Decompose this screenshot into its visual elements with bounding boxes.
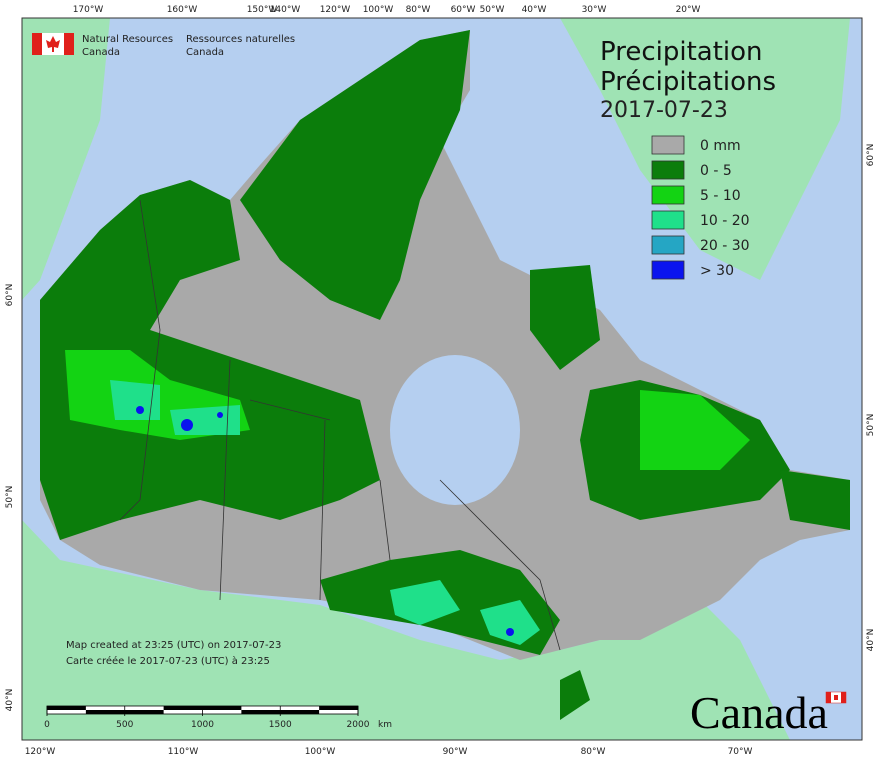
prairie-rain-3 [136,406,144,414]
lon-label: 80°W [406,5,431,15]
scale-segment [163,706,203,710]
title-date: 2017-07-23 [600,98,728,123]
graticule-labels: 170°W 160°W 150°W 140°W 120°W 100°W 80°W… [5,5,876,757]
flag-bar [32,33,42,55]
scale-segment [85,710,125,714]
lon-label: 50°W [480,5,505,15]
scale-segment [319,706,358,710]
lat-label: 60°N [5,284,15,307]
legend-swatch [651,210,685,230]
lon-label: 120°W [25,747,56,757]
alaska [22,18,110,300]
legend-swatch [651,185,685,205]
lon-label: 150°W [247,5,278,15]
lon-label: 40°W [522,5,547,15]
scale-label: 1000 [191,720,214,730]
legend-label: > 30 [700,263,734,279]
agency-fr: Ressources naturelles [186,34,295,45]
lat-label: 60°N [866,144,876,167]
west-rain [40,180,380,540]
ontario-rain-3 [480,600,540,645]
legend-label: 0 mm [700,138,741,154]
agency-signature: Natural Resources Canada Ressources natu… [32,33,295,58]
scale-unit: km [378,720,392,730]
scale-bar: 0 500 1000 1500 2000 km [44,705,392,730]
greenland [560,18,850,280]
lon-label: 70°W [728,747,753,757]
ontario-rain-2 [390,580,460,625]
baffin-rain [530,265,600,370]
legend-swatch [651,160,685,180]
wordmark-text: Canada [690,687,828,738]
lon-label: 30°W [582,5,607,15]
lon-label: 160°W [167,5,198,15]
legend-swatch [651,135,685,155]
credit: Carte créée le 2017-07-23 (UTC) à 23:25 [66,655,270,667]
scale-segment [47,706,86,710]
scale-label: 500 [116,720,133,730]
scale-segment [124,710,164,714]
credit: Map created at 23:25 (UTC) on 2017-07-23 [66,640,281,651]
lon-label: 170°W [73,5,104,15]
flag-bar [64,33,74,55]
lon-label: 110°W [168,747,199,757]
lat-label: 50°N [5,486,15,509]
legend-swatch [651,260,685,280]
scale-label: 2000 [347,720,370,730]
scale-segment [202,706,242,710]
lat-label: 40°N [5,689,15,712]
lon-label: 100°W [363,5,394,15]
agency-fr: Canada [186,47,224,58]
map [21,17,863,741]
hudson-bay [390,355,520,505]
wordmark-flag-bar [826,692,831,703]
lon-label: 120°W [320,5,351,15]
legend-swatch [651,235,685,255]
legend-label: 0 - 5 [700,163,732,179]
maple-leaf [46,36,60,52]
usa [22,520,790,740]
scale-label: 1500 [269,720,292,730]
title-fr: Précipitations [600,67,776,97]
legend-label: 5 - 10 [700,188,741,204]
wordmark: Canada [690,687,847,738]
frame [21,17,863,741]
legend-label: 20 - 30 [700,238,750,254]
agency-en: Natural Resources [82,34,173,45]
borders [119,199,561,651]
prairie-rain-2 [110,380,240,435]
arctic-rain [240,30,470,320]
title-en: Precipitation [600,37,763,67]
scale-label: 0 [44,720,50,730]
prairie-rain-4 [181,419,193,431]
ontario-rain-4 [506,628,514,636]
so-ontario-rain [560,670,590,720]
lon-label: 140°W [270,5,301,15]
lat-label: 40°N [866,629,876,652]
lat-label: 50°N [866,414,876,437]
scale-segment [241,710,281,714]
wordmark-leaf [834,695,838,700]
lon-label: 80°W [581,747,606,757]
lon-label: 100°W [305,747,336,757]
agency-en: Canada [82,47,120,58]
quebec-rain-2 [640,390,750,470]
legend-label: 10 - 20 [700,213,750,229]
lon-label: 90°W [443,747,468,757]
lon-label: 20°W [676,5,701,15]
lon-label: 60°W [451,5,476,15]
wordmark-flag-bar [841,692,846,703]
legend: 0 mm 0 - 5 5 - 10 10 - 20 20 - 30 > 30 [651,135,750,280]
scale-segment [280,710,320,714]
prairie-rain-5 [217,412,223,418]
nl-rain [780,470,850,530]
